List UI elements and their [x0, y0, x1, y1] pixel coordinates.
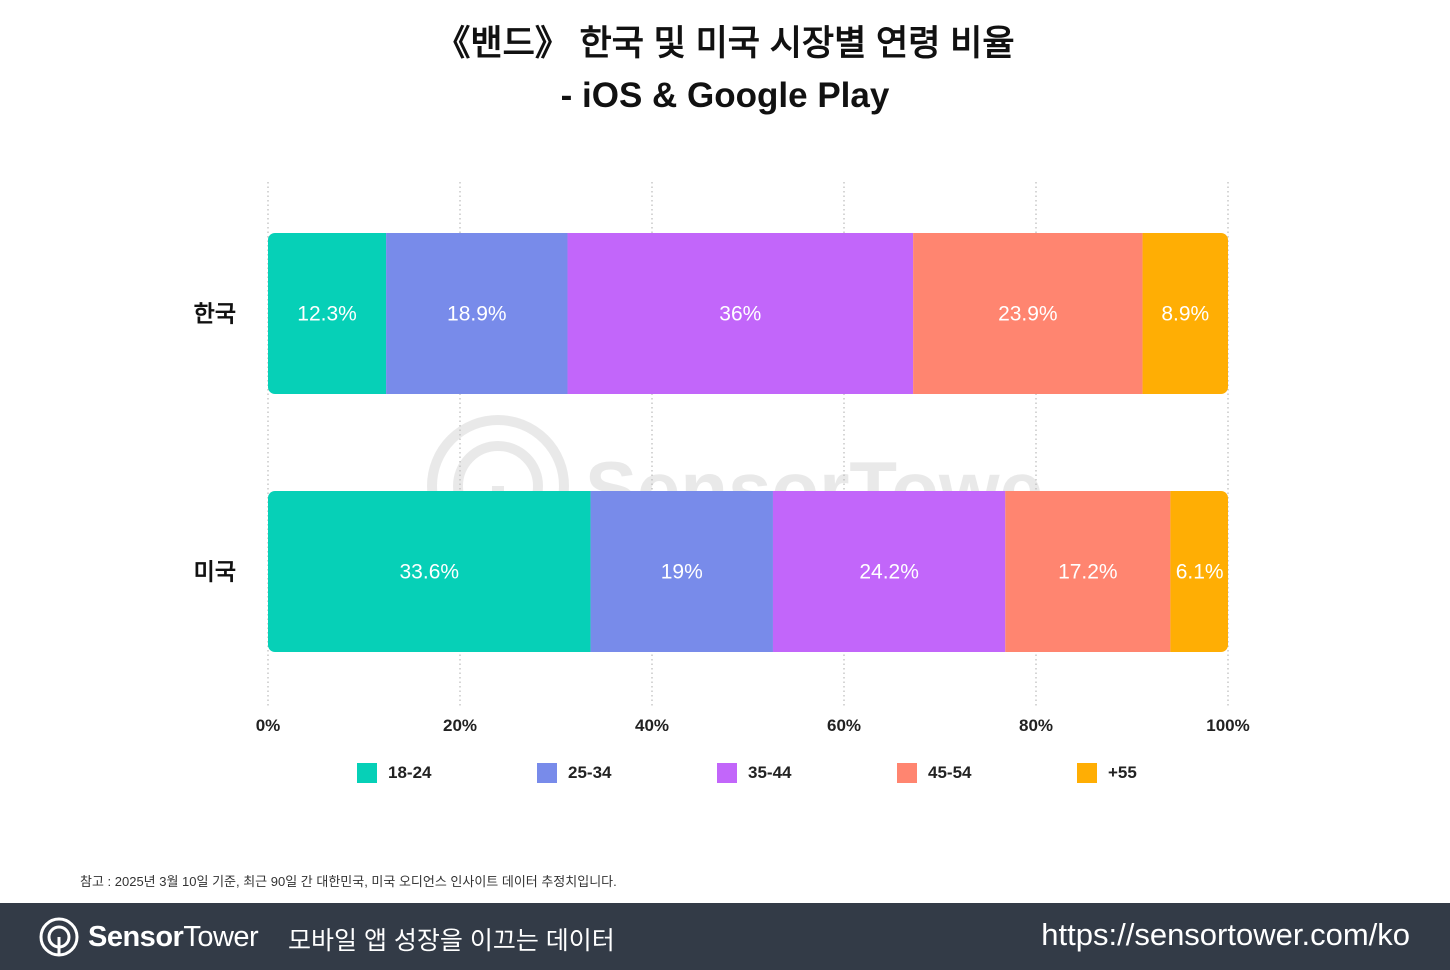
chart-title: 《밴드》 한국 및 미국 시장별 연령 비율 - iOS & Google Pl…: [0, 18, 1450, 122]
bar-segment: [1142, 233, 1228, 394]
x-tick-label: 20%: [443, 716, 477, 735]
x-tick-label: 40%: [635, 716, 669, 735]
legend-item-35-44: 35-44: [717, 763, 791, 783]
x-tick-label: 0%: [256, 716, 281, 735]
data-label: 8.9%: [1161, 303, 1209, 326]
bar-row: [268, 233, 1228, 394]
footnote: 참고 : 2025년 3월 10일 기준, 최근 90일 간 대한민국, 미국 …: [80, 874, 617, 889]
bar-segment: [913, 233, 1143, 394]
x-tick-label: 100%: [1206, 716, 1249, 735]
data-label: 6.1%: [1176, 561, 1224, 584]
chart-title-line1: 《밴드》 한국 및 미국 시장별 연령 비율: [435, 24, 1015, 63]
x-tick-label: 80%: [1019, 716, 1053, 735]
data-label: 33.6%: [400, 561, 460, 584]
legend-label: 18-24: [388, 763, 432, 782]
data-label: 19%: [661, 561, 703, 584]
footer-logo[interactable]: SensorTower: [38, 916, 259, 958]
legend-label: 25-34: [568, 763, 612, 782]
data-label: 12.3%: [297, 303, 357, 326]
data-label: 24.2%: [859, 561, 919, 584]
legend-item-25-34: 25-34: [537, 763, 611, 783]
legend-swatch: [897, 763, 917, 783]
bar-segment: [772, 491, 1006, 652]
chart-title-line2: - iOS & Google Play: [560, 76, 890, 115]
stacked-bar-chart: 12.3% 18.9% 36% 23.9% 8.9% 33.6% 19% 24.2% 17.2%…: [194, 182, 1250, 735]
legend-swatch: [357, 763, 377, 783]
logo-part-sensor: Sensor: [88, 920, 184, 953]
bars: [268, 233, 1228, 652]
bar-segment: [590, 491, 773, 652]
legend-swatch: [1077, 763, 1097, 783]
data-label: 18.9%: [447, 303, 507, 326]
bar-segment: [386, 233, 568, 394]
category-label: 미국: [194, 559, 236, 585]
data-label: 36%: [719, 303, 761, 326]
bar-segment: [567, 233, 914, 394]
footer-bar: SensorTower 모바일 앱 성장을 이끄는 데이터 https://se…: [0, 903, 1450, 970]
data-label: 17.2%: [1058, 561, 1118, 584]
legend-label: 35-44: [748, 763, 792, 782]
bar-segment: [268, 233, 387, 394]
legend-item-18-24: 18-24: [357, 763, 431, 783]
bar-row: [268, 491, 1228, 652]
legend-label: +55: [1108, 763, 1137, 782]
legend-item-45-54: 45-54: [897, 763, 971, 783]
sensortower-logo-icon: [39, 917, 79, 957]
data-labels: 12.3% 18.9% 36% 23.9% 8.9% 33.6% 19% 24.2% 17.2%…: [297, 303, 1223, 584]
x-tick-label: 60%: [827, 716, 861, 735]
logo-part-tower: Tower: [183, 920, 259, 953]
bar-segment: [1005, 491, 1171, 652]
footer-url-link[interactable]: https://sensortower.com/ko: [1041, 917, 1410, 952]
footer-logo-text: SensorTower: [88, 920, 259, 954]
data-label: 23.9%: [998, 303, 1058, 326]
category-label: 한국: [194, 301, 236, 327]
bar-segment: [1170, 491, 1228, 652]
x-axis-ticks: 0% 20% 40% 60% 80% 100%: [256, 716, 1250, 735]
legend-swatch: [717, 763, 737, 783]
bar-segment: [268, 491, 591, 652]
legend-swatch: [537, 763, 557, 783]
legend-item-55-plus: +55: [1077, 763, 1137, 783]
footer-tagline: 모바일 앱 성장을 이끄는 데이터: [288, 927, 615, 955]
legend-label: 45-54: [928, 763, 972, 782]
